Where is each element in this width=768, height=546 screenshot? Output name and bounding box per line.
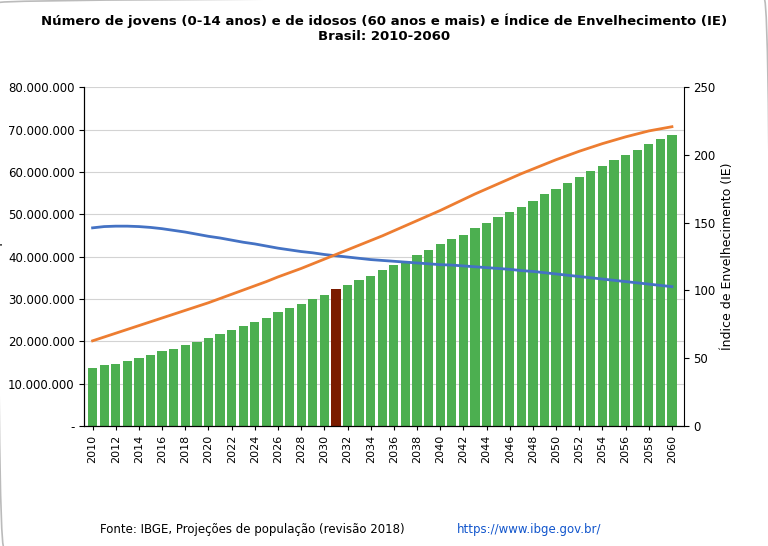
Bar — [482, 223, 492, 426]
Bar — [667, 135, 677, 426]
Bar — [470, 228, 479, 426]
Bar — [308, 299, 317, 426]
Bar — [180, 345, 190, 426]
Bar — [285, 308, 294, 426]
Bar — [134, 358, 144, 426]
Bar — [123, 361, 132, 426]
Bar — [401, 260, 410, 426]
Bar — [331, 289, 340, 426]
Bar — [319, 294, 329, 426]
Bar — [644, 144, 654, 426]
Bar — [424, 250, 433, 426]
Bar — [447, 239, 456, 426]
Bar — [517, 206, 526, 426]
Bar — [100, 365, 109, 426]
Bar — [389, 265, 399, 426]
Bar — [574, 177, 584, 426]
Bar — [343, 285, 353, 426]
Bar — [505, 212, 515, 426]
Bar — [273, 312, 283, 426]
Bar — [378, 270, 387, 426]
Bar — [262, 318, 271, 426]
Bar — [540, 194, 549, 426]
Bar — [551, 189, 561, 426]
Bar — [563, 183, 572, 426]
Bar — [621, 155, 631, 426]
Bar — [633, 150, 642, 426]
Bar — [586, 171, 595, 426]
Bar — [204, 338, 213, 426]
Text: Brasil: 2010-2060: Brasil: 2010-2060 — [318, 30, 450, 43]
Bar — [412, 256, 422, 426]
Bar — [296, 304, 306, 426]
Bar — [494, 217, 503, 426]
Bar — [598, 166, 607, 426]
Bar — [366, 276, 376, 426]
Bar — [239, 325, 248, 426]
Bar — [227, 330, 237, 426]
Bar — [609, 161, 619, 426]
Bar — [458, 235, 468, 426]
Bar — [215, 334, 225, 426]
Text: Fonte: IBGE, Projeções de população (revisão 2018): Fonte: IBGE, Projeções de população (rev… — [100, 523, 412, 536]
Bar — [528, 201, 538, 426]
Bar — [111, 364, 121, 426]
Text: Número de jovens (0-14 anos) e de idosos (60 anos e mais) e Índice de Envelhecim: Número de jovens (0-14 anos) e de idosos… — [41, 14, 727, 28]
Bar — [157, 352, 167, 426]
Bar — [146, 355, 155, 426]
Text: https://www.ibge.gov.br/: https://www.ibge.gov.br/ — [457, 523, 601, 536]
Bar — [192, 342, 201, 426]
Bar — [250, 322, 260, 426]
Bar — [355, 280, 364, 426]
Bar — [656, 139, 665, 426]
Y-axis label: Número de pessoas: Número de pessoas — [0, 195, 2, 318]
Bar — [169, 349, 178, 426]
Bar — [435, 245, 445, 426]
Y-axis label: Índice de Envelhecimento (IE): Índice de Envelhecimento (IE) — [721, 163, 734, 351]
Bar — [88, 367, 98, 426]
